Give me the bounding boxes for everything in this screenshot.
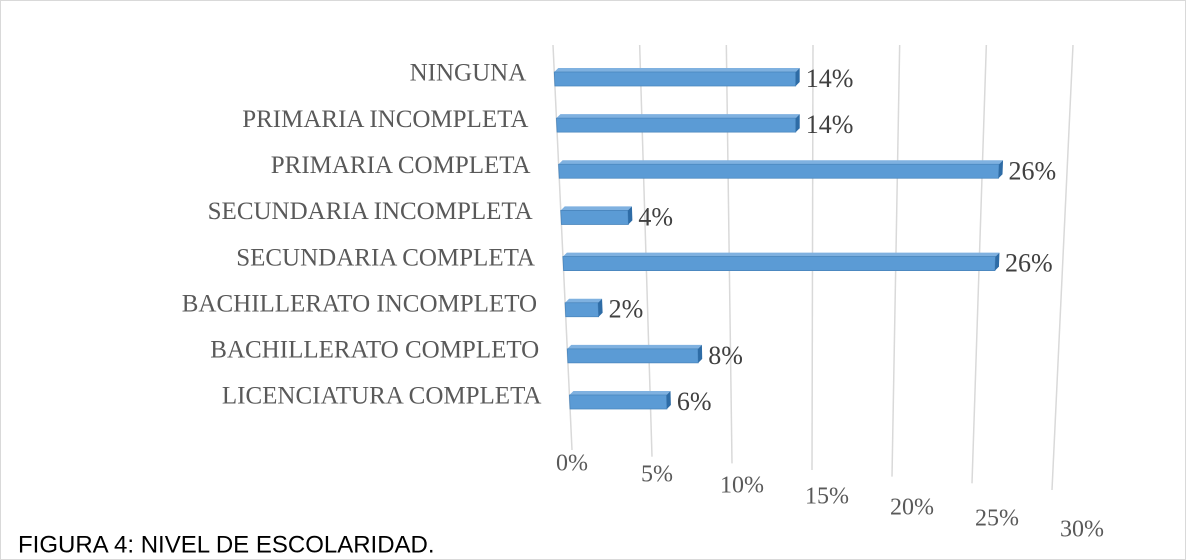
x-tick-label: 5% [641, 462, 673, 488]
x-tick-label: 30% [1060, 517, 1104, 543]
x-tick-label: 10% [720, 473, 764, 499]
x-tick-label: 20% [890, 495, 934, 521]
y-tick-label: BACHILLERATO INCOMPLETO [182, 290, 537, 317]
value-label: 14% [806, 64, 854, 93]
bar-top [558, 160, 1004, 165]
y-tick-label: PRIMARIA COMPLETA [271, 152, 531, 179]
bar-top [560, 206, 632, 211]
bar-top [569, 391, 671, 395]
bar [558, 163, 1000, 179]
value-label: 26% [1005, 249, 1053, 278]
bar-end [795, 114, 800, 133]
y-tick-label: BACHILLERATO COMPLETO [210, 337, 539, 364]
bar [569, 394, 668, 410]
value-label: 8% [708, 341, 743, 370]
bar-end [697, 344, 703, 363]
bar-end [998, 160, 1004, 179]
y-tick-label: LICENCIATURA COMPLETA [222, 383, 542, 410]
bar-end [627, 206, 633, 225]
bar [556, 117, 797, 133]
bar-top [567, 344, 702, 349]
bar-top [562, 252, 1000, 257]
x-tick-label: 25% [975, 506, 1019, 532]
value-label: 2% [609, 295, 644, 324]
y-tick-label: PRIMARIA INCOMPLETA [242, 106, 528, 133]
bar [566, 348, 699, 364]
y-tick-label: SECUNDARIA INCOMPLETA [208, 198, 533, 225]
bar-end [994, 252, 1000, 271]
bar-top [565, 298, 603, 303]
value-label: 6% [677, 387, 712, 416]
value-label: 26% [1009, 156, 1057, 185]
value-label: 4% [638, 202, 673, 231]
grid-line [552, 44, 573, 451]
value-label: 14% [806, 110, 854, 139]
bar [562, 256, 996, 271]
x-tick-label: 15% [805, 484, 849, 510]
grid-line [1051, 44, 1074, 491]
grid-line [638, 44, 653, 457]
bar-end [666, 391, 671, 409]
y-tick-label: SECUNDARIA COMPLETA [236, 244, 535, 271]
bar-top [554, 68, 800, 72]
caption: FIGURA 4: NIVEL DE ESCOLARIDAD. [18, 531, 435, 558]
bar [560, 210, 629, 225]
bar [564, 302, 600, 318]
bar-end [598, 298, 603, 317]
x-tick-label: 0% [556, 451, 588, 477]
bar-end [795, 68, 800, 86]
bar [553, 71, 797, 87]
y-tick-label: NINGUNA [410, 60, 527, 87]
bar-top [556, 114, 800, 119]
